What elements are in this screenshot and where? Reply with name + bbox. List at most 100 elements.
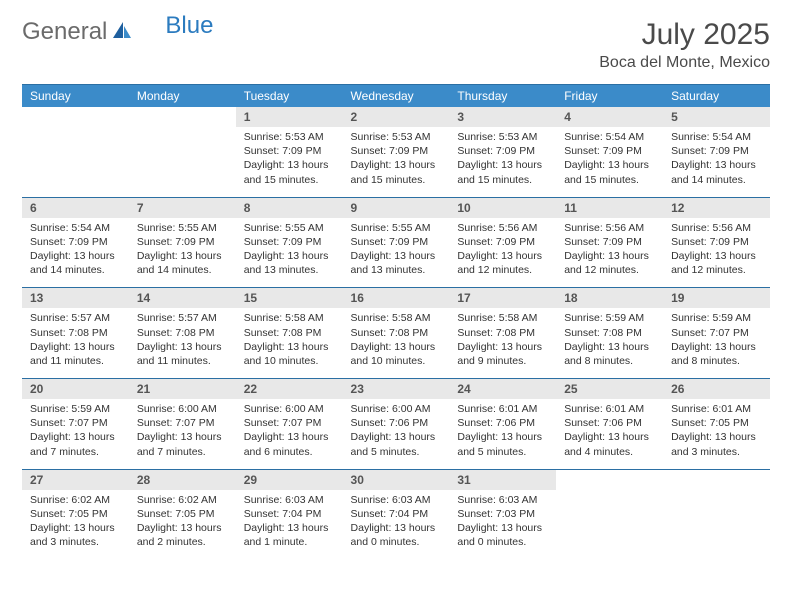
daylight-text: Daylight: 13 hours: [351, 249, 442, 263]
day-cell: Sunrise: 5:53 AMSunset: 7:09 PMDaylight:…: [343, 127, 450, 197]
day-cell: Sunrise: 6:02 AMSunset: 7:05 PMDaylight:…: [129, 490, 236, 560]
daylight-text: Daylight: 13 hours: [351, 340, 442, 354]
sunrise-text: Sunrise: 5:57 AM: [30, 311, 121, 325]
daylight-text: and 0 minutes.: [457, 535, 548, 549]
sunset-text: Sunset: 7:08 PM: [30, 326, 121, 340]
sunrise-text: Sunrise: 6:01 AM: [671, 402, 762, 416]
daylight-text: Daylight: 13 hours: [30, 521, 121, 535]
daylight-text: Daylight: 13 hours: [244, 158, 335, 172]
calendar-table: Sunday Monday Tuesday Wednesday Thursday…: [22, 84, 770, 559]
daylight-text: and 14 minutes.: [671, 173, 762, 187]
day-number: 14: [129, 288, 236, 308]
sunset-text: Sunset: 7:05 PM: [137, 507, 228, 521]
daylight-text: Daylight: 13 hours: [457, 430, 548, 444]
daylight-text: and 7 minutes.: [30, 445, 121, 459]
daylight-text: Daylight: 13 hours: [671, 249, 762, 263]
day-content-row: Sunrise: 5:57 AMSunset: 7:08 PMDaylight:…: [22, 308, 770, 378]
sunset-text: Sunset: 7:09 PM: [564, 235, 655, 249]
daylight-text: Daylight: 13 hours: [671, 430, 762, 444]
day-number: 16: [343, 288, 450, 308]
daylight-text: Daylight: 13 hours: [244, 249, 335, 263]
daylight-text: and 3 minutes.: [30, 535, 121, 549]
sunrise-text: Sunrise: 5:54 AM: [671, 130, 762, 144]
month-title: July 2025: [599, 18, 770, 52]
day-cell: Sunrise: 6:00 AMSunset: 7:07 PMDaylight:…: [129, 399, 236, 469]
sunset-text: Sunset: 7:09 PM: [137, 235, 228, 249]
sunrise-text: Sunrise: 5:53 AM: [457, 130, 548, 144]
daylight-text: and 5 minutes.: [351, 445, 442, 459]
day-content-row: Sunrise: 5:54 AMSunset: 7:09 PMDaylight:…: [22, 218, 770, 288]
day-number-row: 13141516171819: [22, 288, 770, 308]
daylight-text: Daylight: 13 hours: [30, 340, 121, 354]
daylight-text: and 10 minutes.: [351, 354, 442, 368]
day-number: 15: [236, 288, 343, 308]
daylight-text: and 15 minutes.: [457, 173, 548, 187]
sunrise-text: Sunrise: 6:00 AM: [137, 402, 228, 416]
sunset-text: Sunset: 7:09 PM: [564, 144, 655, 158]
daylight-text: Daylight: 13 hours: [351, 521, 442, 535]
daylight-text: and 7 minutes.: [137, 445, 228, 459]
sunset-text: Sunset: 7:08 PM: [351, 326, 442, 340]
daylight-text: Daylight: 13 hours: [244, 340, 335, 354]
sunrise-text: Sunrise: 5:59 AM: [564, 311, 655, 325]
day-header: Sunday: [22, 85, 129, 108]
day-cell: Sunrise: 5:58 AMSunset: 7:08 PMDaylight:…: [236, 308, 343, 378]
sail-icon: [111, 20, 133, 45]
daylight-text: Daylight: 13 hours: [564, 158, 655, 172]
sunset-text: Sunset: 7:06 PM: [457, 416, 548, 430]
sunrise-text: Sunrise: 5:58 AM: [244, 311, 335, 325]
day-cell: Sunrise: 5:56 AMSunset: 7:09 PMDaylight:…: [663, 218, 770, 288]
day-cell: Sunrise: 5:59 AMSunset: 7:07 PMDaylight:…: [663, 308, 770, 378]
day-header: Monday: [129, 85, 236, 108]
sunrise-text: Sunrise: 5:57 AM: [137, 311, 228, 325]
day-number: 6: [22, 198, 129, 218]
daylight-text: Daylight: 13 hours: [457, 340, 548, 354]
daylight-text: and 12 minutes.: [671, 263, 762, 277]
sunset-text: Sunset: 7:09 PM: [351, 144, 442, 158]
sunrise-text: Sunrise: 6:03 AM: [457, 493, 548, 507]
day-cell: Sunrise: 5:55 AMSunset: 7:09 PMDaylight:…: [343, 218, 450, 288]
day-number: 11: [556, 198, 663, 218]
day-number: 17: [449, 288, 556, 308]
day-number-row: 6789101112: [22, 198, 770, 218]
daylight-text: Daylight: 13 hours: [137, 340, 228, 354]
sunset-text: Sunset: 7:08 PM: [244, 326, 335, 340]
daylight-text: and 8 minutes.: [564, 354, 655, 368]
daylight-text: and 15 minutes.: [244, 173, 335, 187]
day-cell: Sunrise: 5:57 AMSunset: 7:08 PMDaylight:…: [129, 308, 236, 378]
day-cell: Sunrise: 6:00 AMSunset: 7:07 PMDaylight:…: [236, 399, 343, 469]
day-number: 10: [449, 198, 556, 218]
daylight-text: and 12 minutes.: [457, 263, 548, 277]
day-cell: Sunrise: 5:56 AMSunset: 7:09 PMDaylight:…: [449, 218, 556, 288]
sunrise-text: Sunrise: 6:00 AM: [351, 402, 442, 416]
day-number-row: 12345: [22, 107, 770, 127]
day-header: Friday: [556, 85, 663, 108]
day-number-row: 2728293031: [22, 470, 770, 490]
day-number: 22: [236, 379, 343, 399]
location-label: Boca del Monte, Mexico: [599, 54, 770, 72]
daylight-text: and 1 minute.: [244, 535, 335, 549]
day-cell: Sunrise: 5:55 AMSunset: 7:09 PMDaylight:…: [129, 218, 236, 288]
sunset-text: Sunset: 7:07 PM: [30, 416, 121, 430]
day-number: 4: [556, 107, 663, 127]
sunrise-text: Sunrise: 5:56 AM: [564, 221, 655, 235]
sunset-text: Sunset: 7:07 PM: [244, 416, 335, 430]
sunset-text: Sunset: 7:06 PM: [351, 416, 442, 430]
day-number: 18: [556, 288, 663, 308]
sunrise-text: Sunrise: 6:02 AM: [30, 493, 121, 507]
daylight-text: and 15 minutes.: [351, 173, 442, 187]
day-content-row: Sunrise: 5:59 AMSunset: 7:07 PMDaylight:…: [22, 399, 770, 469]
day-cell: [556, 490, 663, 560]
sunset-text: Sunset: 7:09 PM: [457, 144, 548, 158]
day-number: 30: [343, 470, 450, 490]
daylight-text: Daylight: 13 hours: [457, 158, 548, 172]
day-number: [129, 107, 236, 127]
brand-text-1: General: [22, 18, 107, 46]
day-cell: [129, 127, 236, 197]
daylight-text: and 12 minutes.: [564, 263, 655, 277]
day-number: 23: [343, 379, 450, 399]
sunset-text: Sunset: 7:07 PM: [671, 326, 762, 340]
day-header: Saturday: [663, 85, 770, 108]
day-cell: Sunrise: 5:54 AMSunset: 7:09 PMDaylight:…: [22, 218, 129, 288]
day-cell: Sunrise: 5:58 AMSunset: 7:08 PMDaylight:…: [343, 308, 450, 378]
